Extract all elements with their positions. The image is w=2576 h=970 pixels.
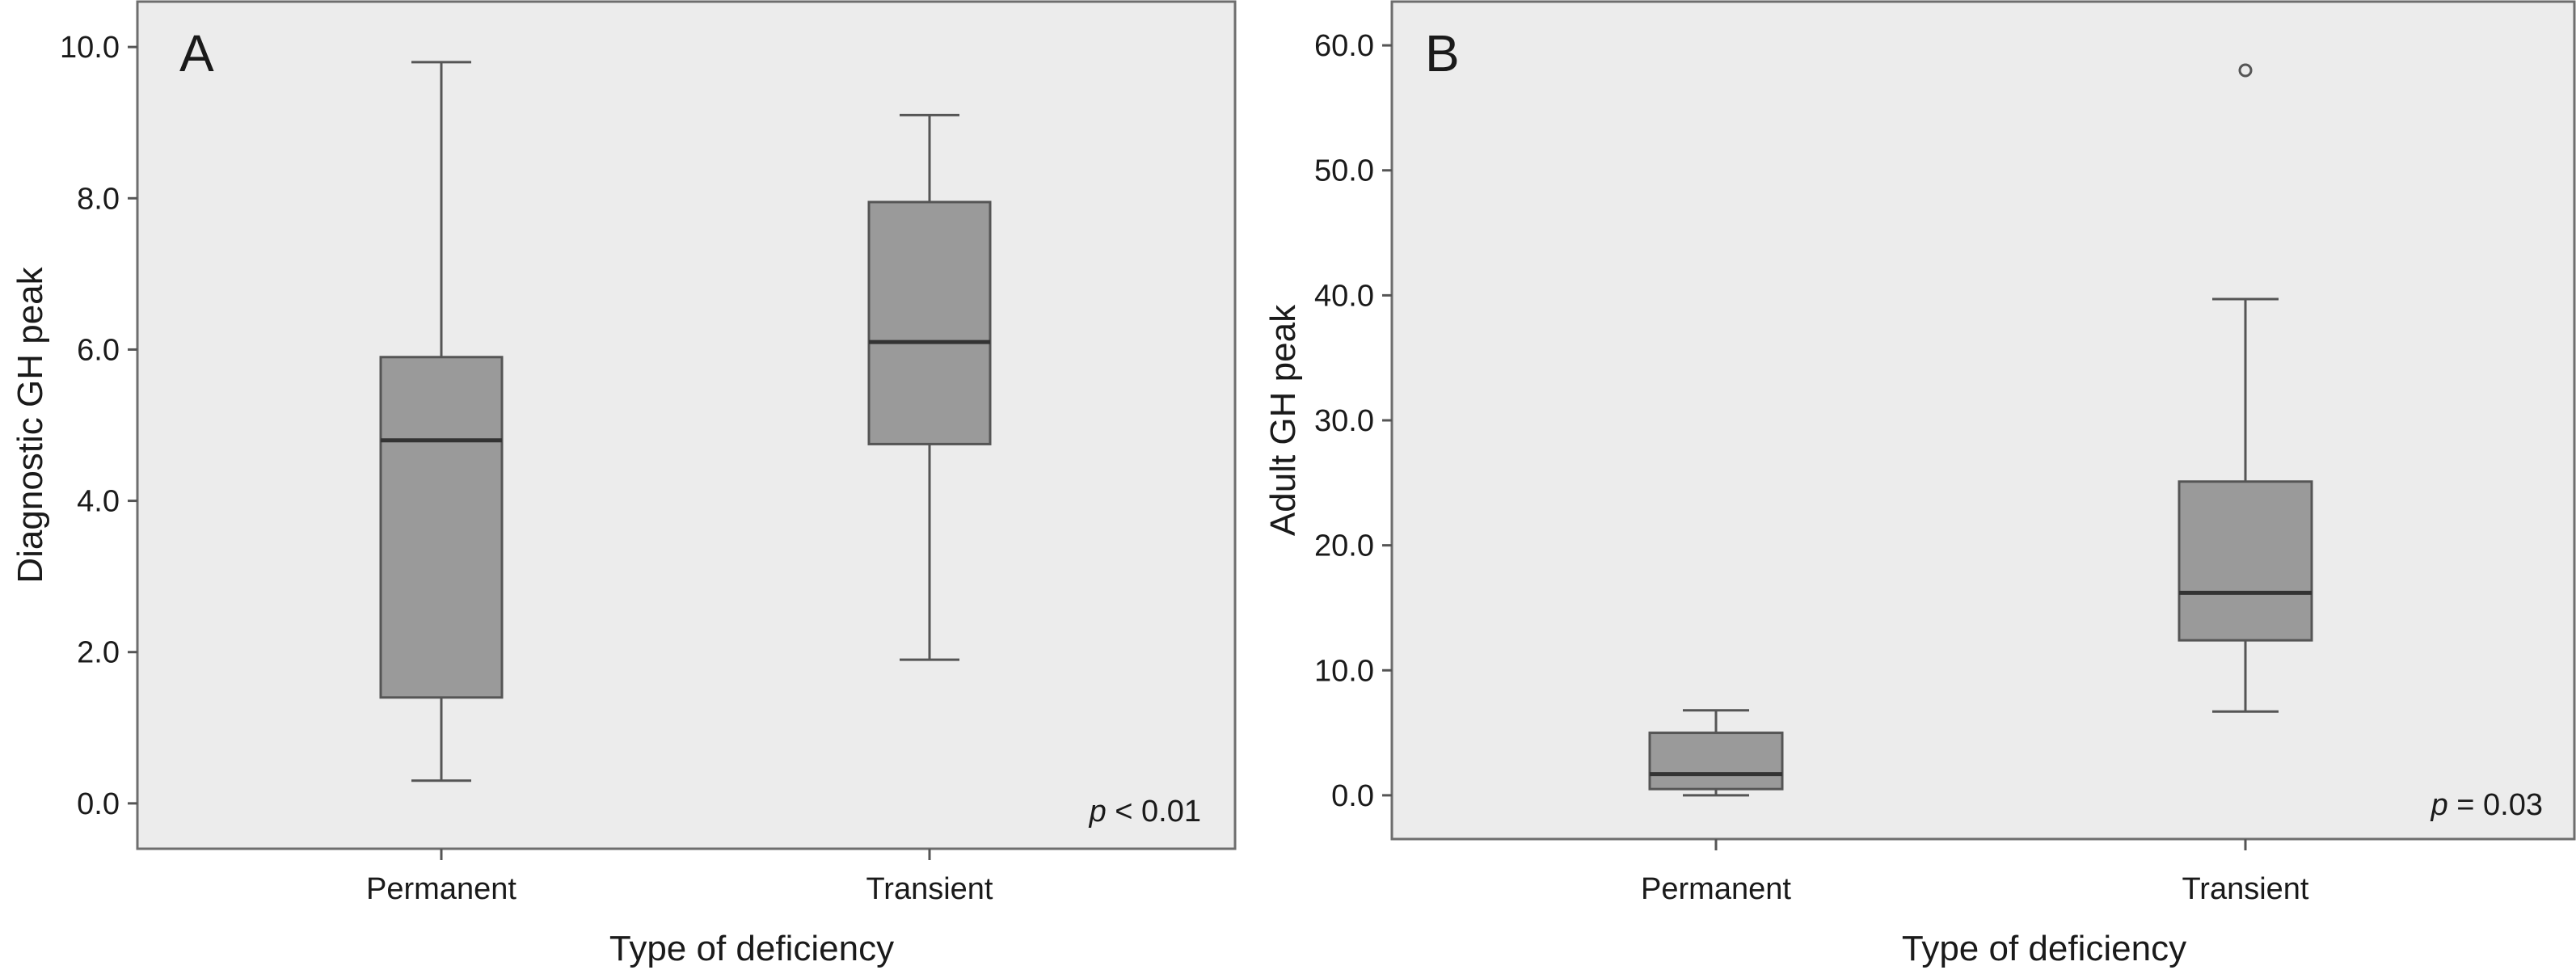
y-tick-label: 40.0	[1314, 279, 1374, 313]
p-value-annotation: p < 0.01	[1089, 795, 1201, 829]
plot-area	[1390, 0, 2576, 841]
y-tick-label: 4.0	[77, 485, 120, 519]
y-tick-label: 20.0	[1314, 529, 1374, 563]
y-tick-label: 30.0	[1314, 404, 1374, 438]
y-tick-label: 2.0	[77, 636, 120, 670]
p-value-text: = 0.03	[2448, 788, 2543, 822]
x-axis-label: Type of deficiency	[1902, 929, 2186, 968]
p-value-symbol: p	[1089, 795, 1107, 829]
panel-label: A	[179, 24, 214, 82]
iqr-box	[1648, 732, 1784, 791]
y-axis-label: Adult GH peak	[1263, 304, 1303, 536]
plot-area	[136, 0, 1237, 850]
y-tick-label: 50.0	[1314, 154, 1374, 188]
box-transient	[867, 113, 992, 661]
panel-a: 0.0 2.0 4.0 6.0 8.0 10.0 Diagnostic GH peak Ap …	[11, 0, 1237, 968]
x-tick-label: Permanent	[1641, 872, 1791, 906]
y-tick-label: 0.0	[77, 787, 120, 821]
iqr-box	[867, 200, 992, 445]
box-transient	[2178, 63, 2313, 713]
y-axis-label: Diagnostic GH peak	[11, 266, 50, 583]
p-value-text: < 0.01	[1107, 795, 1201, 829]
iqr-box	[2178, 480, 2313, 642]
y-tick-label: 10.0	[60, 31, 120, 65]
p-value-annotation: p = 0.03	[2431, 788, 2543, 822]
x-axis-label: Type of deficiency	[609, 929, 894, 968]
x-tick-label: Transient	[2182, 872, 2309, 906]
x-tick-label: Permanent	[366, 872, 516, 906]
y-tick-label: 6.0	[77, 333, 120, 367]
p-value-symbol: p	[2431, 788, 2448, 822]
panel-label: B	[1425, 24, 1460, 82]
box-permanent	[379, 61, 504, 782]
box-permanent	[1648, 709, 1784, 797]
y-tick-label: 0.0	[1331, 779, 1374, 813]
iqr-box	[379, 356, 504, 699]
y-tick-label: 10.0	[1314, 654, 1374, 688]
y-tick-label: 60.0	[1314, 29, 1374, 63]
y-tick-label: 8.0	[77, 182, 120, 216]
panel-b: 0.0 10.0 20.0 30.0 40.0 50.0 60.0 Adult GH peak…	[1263, 0, 2576, 968]
outlier-point	[2238, 63, 2253, 78]
x-tick-label: Transient	[866, 872, 993, 906]
